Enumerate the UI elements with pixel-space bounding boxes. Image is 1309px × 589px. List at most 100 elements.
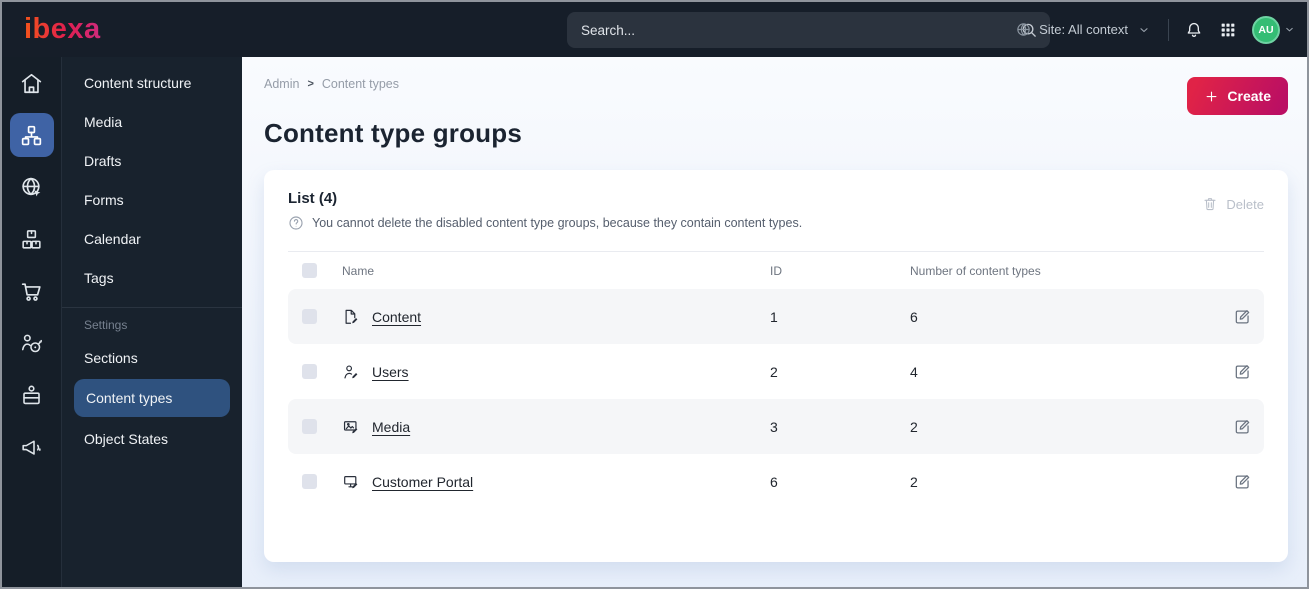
- topbar-right-cluster: Site: All context: [1015, 2, 1295, 57]
- group-link[interactable]: Content: [372, 308, 422, 325]
- delete-button-label: Delete: [1226, 196, 1264, 212]
- row-checkbox[interactable]: [302, 474, 317, 489]
- table-row: Users 2 4: [288, 344, 1264, 399]
- main-content: Admin > Content types Create Content typ…: [242, 57, 1307, 587]
- table-row: Media 3 2: [288, 399, 1264, 454]
- breadcrumb-admin[interactable]: Admin: [264, 77, 300, 91]
- chevron-down-icon: [1138, 24, 1150, 36]
- group-count: 2: [910, 473, 918, 490]
- group-id: 3: [770, 418, 778, 435]
- topbar-divider: [1168, 18, 1169, 41]
- group-count: 4: [910, 363, 918, 380]
- megaphone-icon: [19, 435, 44, 460]
- sidebar-item-content-structure[interactable]: Content structure: [84, 74, 192, 91]
- list-heading: List (4): [288, 190, 338, 207]
- rail-item-marketing[interactable]: [10, 425, 54, 469]
- row-checkbox[interactable]: [302, 309, 317, 324]
- table-header-row: Name ID Number of content types: [288, 251, 1264, 289]
- sidebar-item-drafts[interactable]: Drafts: [84, 152, 122, 169]
- column-header-count: Number of content types: [910, 263, 1041, 278]
- rail-item-commerce[interactable]: [10, 217, 54, 261]
- group-count: 6: [910, 308, 918, 325]
- sidebar-item-object-states[interactable]: Object States: [84, 430, 169, 447]
- top-bar: ibexa Site: All context: [2, 2, 1307, 57]
- global-search[interactable]: [567, 12, 1050, 48]
- group-link[interactable]: Media: [372, 418, 411, 435]
- search-input[interactable]: [567, 22, 1020, 38]
- menu-section-settings: Settings: [84, 318, 128, 332]
- sidebar-item-forms[interactable]: Forms: [84, 191, 124, 208]
- breadcrumb-content-types: Content types: [321, 77, 400, 91]
- group-link[interactable]: Users: [372, 363, 409, 380]
- edit-group-button[interactable]: [1231, 360, 1254, 383]
- create-button-label: Create: [1227, 88, 1271, 104]
- column-header-id: ID: [770, 263, 782, 278]
- edit-group-button[interactable]: [1231, 305, 1254, 328]
- grid-icon: [1219, 21, 1237, 39]
- globe-cursor-icon: [19, 175, 44, 200]
- group-id: 1: [770, 308, 778, 325]
- home-icon: [19, 71, 44, 96]
- breadcrumb-separator: >: [307, 78, 314, 90]
- site-context-selector[interactable]: Site: All context: [1015, 21, 1150, 38]
- app-switcher-button[interactable]: [1219, 21, 1237, 39]
- create-button[interactable]: Create: [1187, 77, 1288, 115]
- portal-monitor-icon: [342, 473, 372, 491]
- sidebar-item-tags[interactable]: Tags: [84, 269, 114, 286]
- group-link[interactable]: Customer Portal: [372, 473, 474, 490]
- rail-item-content[interactable]: [9, 113, 54, 157]
- table-row: Content 1 6: [288, 289, 1264, 344]
- row-checkbox[interactable]: [302, 419, 317, 434]
- badge-icon: [19, 383, 44, 408]
- sidebar-item-media[interactable]: Media: [84, 113, 123, 130]
- group-id: 2: [770, 363, 778, 380]
- customer-target-icon: [19, 331, 44, 356]
- page-title: Content type groups: [264, 118, 523, 148]
- sidebar-menu: Content structure Media Drafts Forms Cal…: [62, 57, 242, 587]
- plus-icon: [1204, 89, 1219, 104]
- globe-icon: [1015, 21, 1032, 38]
- breadcrumb: Admin > Content types: [264, 77, 1288, 91]
- content-structure-icon: [19, 123, 44, 148]
- product-boxes-icon: [19, 227, 44, 252]
- column-header-name: Name: [342, 263, 375, 278]
- bell-icon: [1184, 20, 1204, 40]
- sidebar-item-content-types[interactable]: Content types: [74, 379, 230, 417]
- sidebar-item-calendar[interactable]: Calendar: [84, 230, 141, 247]
- table-row: Customer Portal 6 2: [288, 454, 1264, 509]
- chevron-down-icon: [1284, 24, 1295, 35]
- edit-pencil-icon: [1233, 307, 1252, 326]
- notifications-button[interactable]: [1184, 20, 1204, 40]
- help-circle-icon: [288, 215, 304, 231]
- user-icon: [342, 363, 372, 381]
- edit-group-button[interactable]: [1231, 470, 1254, 493]
- rail-item-customers[interactable]: [10, 321, 54, 365]
- row-checkbox[interactable]: [302, 364, 317, 379]
- media-image-icon: [342, 418, 372, 436]
- ibexa-logo: ibexa: [24, 13, 101, 45]
- site-context-label: Site: All context: [1039, 22, 1128, 37]
- rail-item-jobs[interactable]: [10, 373, 54, 417]
- group-id: 6: [770, 473, 778, 490]
- edit-pencil-icon: [1233, 417, 1252, 436]
- trash-icon: [1202, 196, 1218, 212]
- delete-info-text: You cannot delete the disabled content t…: [312, 216, 803, 230]
- content-type-groups-card: List (4) You cannot delete the disabled …: [264, 170, 1288, 562]
- rail-item-dashboard[interactable]: [10, 61, 54, 105]
- content-file-icon: [342, 308, 372, 326]
- delete-button[interactable]: Delete: [1202, 196, 1264, 212]
- edit-pencil-icon: [1233, 362, 1252, 381]
- user-menu[interactable]: AU: [1252, 15, 1295, 44]
- edit-group-button[interactable]: [1231, 415, 1254, 438]
- sidebar-item-sections[interactable]: Sections: [84, 349, 138, 366]
- content-type-groups-table: Name ID Number of content types: [288, 251, 1264, 509]
- icon-rail: [2, 57, 62, 587]
- select-all-checkbox[interactable]: [302, 263, 317, 278]
- rail-item-site[interactable]: [10, 165, 54, 209]
- avatar[interactable]: AU: [1252, 15, 1280, 44]
- menu-divider: [62, 307, 242, 308]
- edit-pencil-icon: [1233, 472, 1252, 491]
- rail-item-cart[interactable]: [10, 269, 54, 313]
- shopping-cart-icon: [19, 279, 44, 304]
